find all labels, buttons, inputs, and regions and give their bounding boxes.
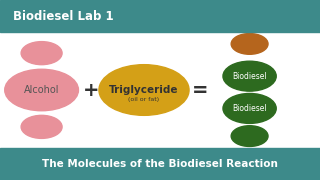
Circle shape (231, 126, 268, 147)
Text: (oil or fat): (oil or fat) (128, 97, 160, 102)
Text: =: = (192, 80, 208, 100)
Circle shape (99, 65, 189, 115)
Circle shape (5, 69, 78, 111)
Circle shape (21, 42, 62, 65)
Text: Alcohol: Alcohol (24, 85, 59, 95)
Text: Biodiesel Lab 1: Biodiesel Lab 1 (13, 10, 113, 23)
Circle shape (223, 93, 276, 123)
Text: The Molecules of the Biodiesel Reaction: The Molecules of the Biodiesel Reaction (42, 159, 278, 169)
Text: Biodiesel: Biodiesel (232, 104, 267, 113)
Circle shape (21, 115, 62, 138)
Text: +: + (83, 80, 100, 100)
Circle shape (231, 33, 268, 54)
Text: Triglyceride: Triglyceride (109, 85, 179, 95)
Circle shape (223, 61, 276, 91)
Text: Biodiesel: Biodiesel (232, 72, 267, 81)
Bar (0, 0, 320, 32)
Bar (0, 148, 320, 180)
